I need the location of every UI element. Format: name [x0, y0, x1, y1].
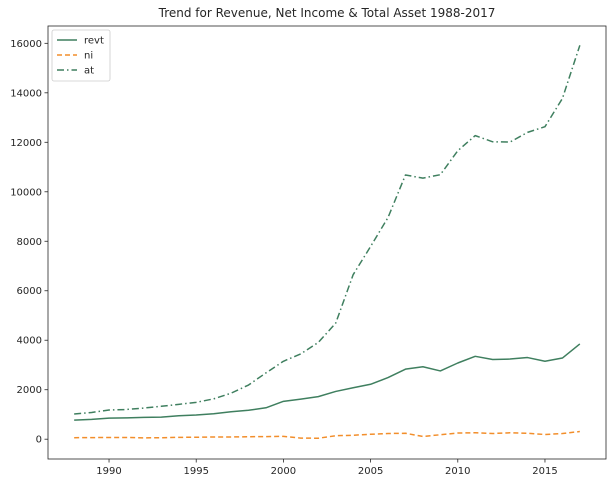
x-tick-label: 2005 [358, 466, 383, 477]
chart-title: Trend for Revenue, Net Income & Total As… [158, 6, 496, 20]
series-line-revt [74, 343, 581, 421]
x-tick-label: 2000 [271, 466, 296, 477]
legend-box [51, 29, 111, 82]
y-tick-label: 12000 [10, 138, 42, 149]
x-tick-label: 1990 [96, 466, 121, 477]
legend: revt ni at [51, 29, 111, 82]
series-layer [74, 45, 581, 439]
legend-label-at: at [84, 66, 94, 77]
y-tick-label: 8000 [17, 237, 42, 248]
legend-label-ni: ni [84, 51, 93, 62]
x-tick-label: 2010 [445, 466, 470, 477]
y-tick-label: 2000 [17, 385, 42, 396]
plot-area [47, 25, 607, 460]
y-tick-label: 10000 [10, 187, 42, 198]
y-tick-label: 14000 [10, 88, 42, 99]
y-tick-label: 4000 [17, 336, 42, 347]
legend-label-revt: revt [84, 36, 104, 47]
x-tick-label: 1995 [183, 466, 208, 477]
y-tick-label: 16000 [10, 39, 42, 50]
y-tick-label: 0 [36, 435, 42, 446]
axes-layer: 1990 1995 2000 2005 2010 2015 0 2000 4000 6000 800… [10, 39, 558, 477]
plot-frame [47, 25, 607, 460]
series-line-ni [74, 430, 580, 439]
x-tick-label: 2015 [532, 466, 557, 477]
y-tick-label: 6000 [17, 286, 42, 297]
